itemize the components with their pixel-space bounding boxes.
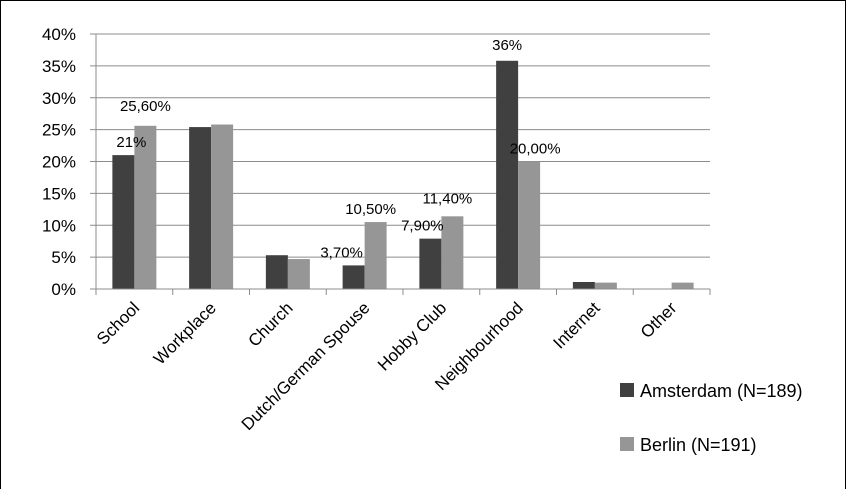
bar-amsterdam bbox=[342, 265, 365, 289]
category-label: Workplace bbox=[150, 298, 220, 368]
y-tick-label: 0% bbox=[51, 280, 76, 299]
legend: Amsterdam (N=189) Berlin (N=191) bbox=[620, 381, 803, 455]
legend-item: Amsterdam (N=189) bbox=[620, 381, 803, 401]
data-label: 36% bbox=[492, 37, 522, 54]
category-label: Internet bbox=[549, 298, 603, 352]
data-label: 3,70% bbox=[320, 244, 363, 261]
data-label: 11,40% bbox=[422, 190, 472, 207]
legend-swatch bbox=[620, 437, 634, 451]
data-label: 10,50% bbox=[345, 201, 396, 218]
y-tick-label: 20% bbox=[42, 153, 76, 172]
y-tick-label: 25% bbox=[42, 121, 76, 140]
legend-label: Berlin (N=191) bbox=[640, 435, 757, 455]
category-label: School bbox=[93, 298, 143, 348]
bar-berlin bbox=[134, 125, 157, 289]
y-axis-tick-labels: 0% 5% 10% 15% 20% 25% 30% 35% 40% bbox=[42, 25, 76, 299]
bar-berlin bbox=[441, 216, 464, 289]
category-label: Dutch/German Spouse bbox=[238, 298, 374, 434]
legend-item: Berlin (N=191) bbox=[620, 435, 757, 455]
data-label: 7,90% bbox=[401, 218, 444, 235]
bars bbox=[112, 60, 694, 290]
bar-amsterdam bbox=[496, 60, 519, 290]
y-tick-label: 40% bbox=[42, 25, 76, 44]
gridlines bbox=[90, 33, 710, 290]
data-label: 21% bbox=[116, 134, 146, 151]
data-label: 20,00% bbox=[510, 141, 561, 158]
bar-berlin bbox=[594, 282, 617, 289]
bar-amsterdam bbox=[265, 255, 288, 289]
legend-label: Amsterdam (N=189) bbox=[640, 381, 803, 401]
y-tick-label: 10% bbox=[42, 216, 76, 235]
data-label: 25,60% bbox=[120, 98, 171, 115]
y-tick-label: 15% bbox=[42, 184, 76, 203]
bar-berlin bbox=[518, 161, 541, 289]
bar-amsterdam bbox=[419, 238, 442, 289]
bar-amsterdam bbox=[112, 155, 135, 289]
y-tick-label: 5% bbox=[51, 248, 76, 267]
bar-amsterdam bbox=[572, 281, 595, 289]
bar-berlin bbox=[211, 124, 234, 290]
y-tick-label: 30% bbox=[42, 89, 76, 108]
category-label: Church bbox=[245, 298, 297, 350]
y-tick-label: 35% bbox=[42, 57, 76, 76]
category-label: Hobby Club bbox=[374, 298, 450, 374]
x-axis bbox=[95, 288, 711, 295]
bar-berlin bbox=[671, 282, 694, 289]
bar-berlin bbox=[287, 259, 310, 289]
bar-amsterdam bbox=[189, 127, 212, 289]
bar-berlin bbox=[364, 222, 387, 289]
category-label: Other bbox=[637, 298, 681, 342]
data-labels: 21% 3,70% 7,90% 36% 25,60% 10,50% 11,40% 20,00% bbox=[116, 37, 560, 262]
legend-swatch bbox=[620, 383, 634, 397]
